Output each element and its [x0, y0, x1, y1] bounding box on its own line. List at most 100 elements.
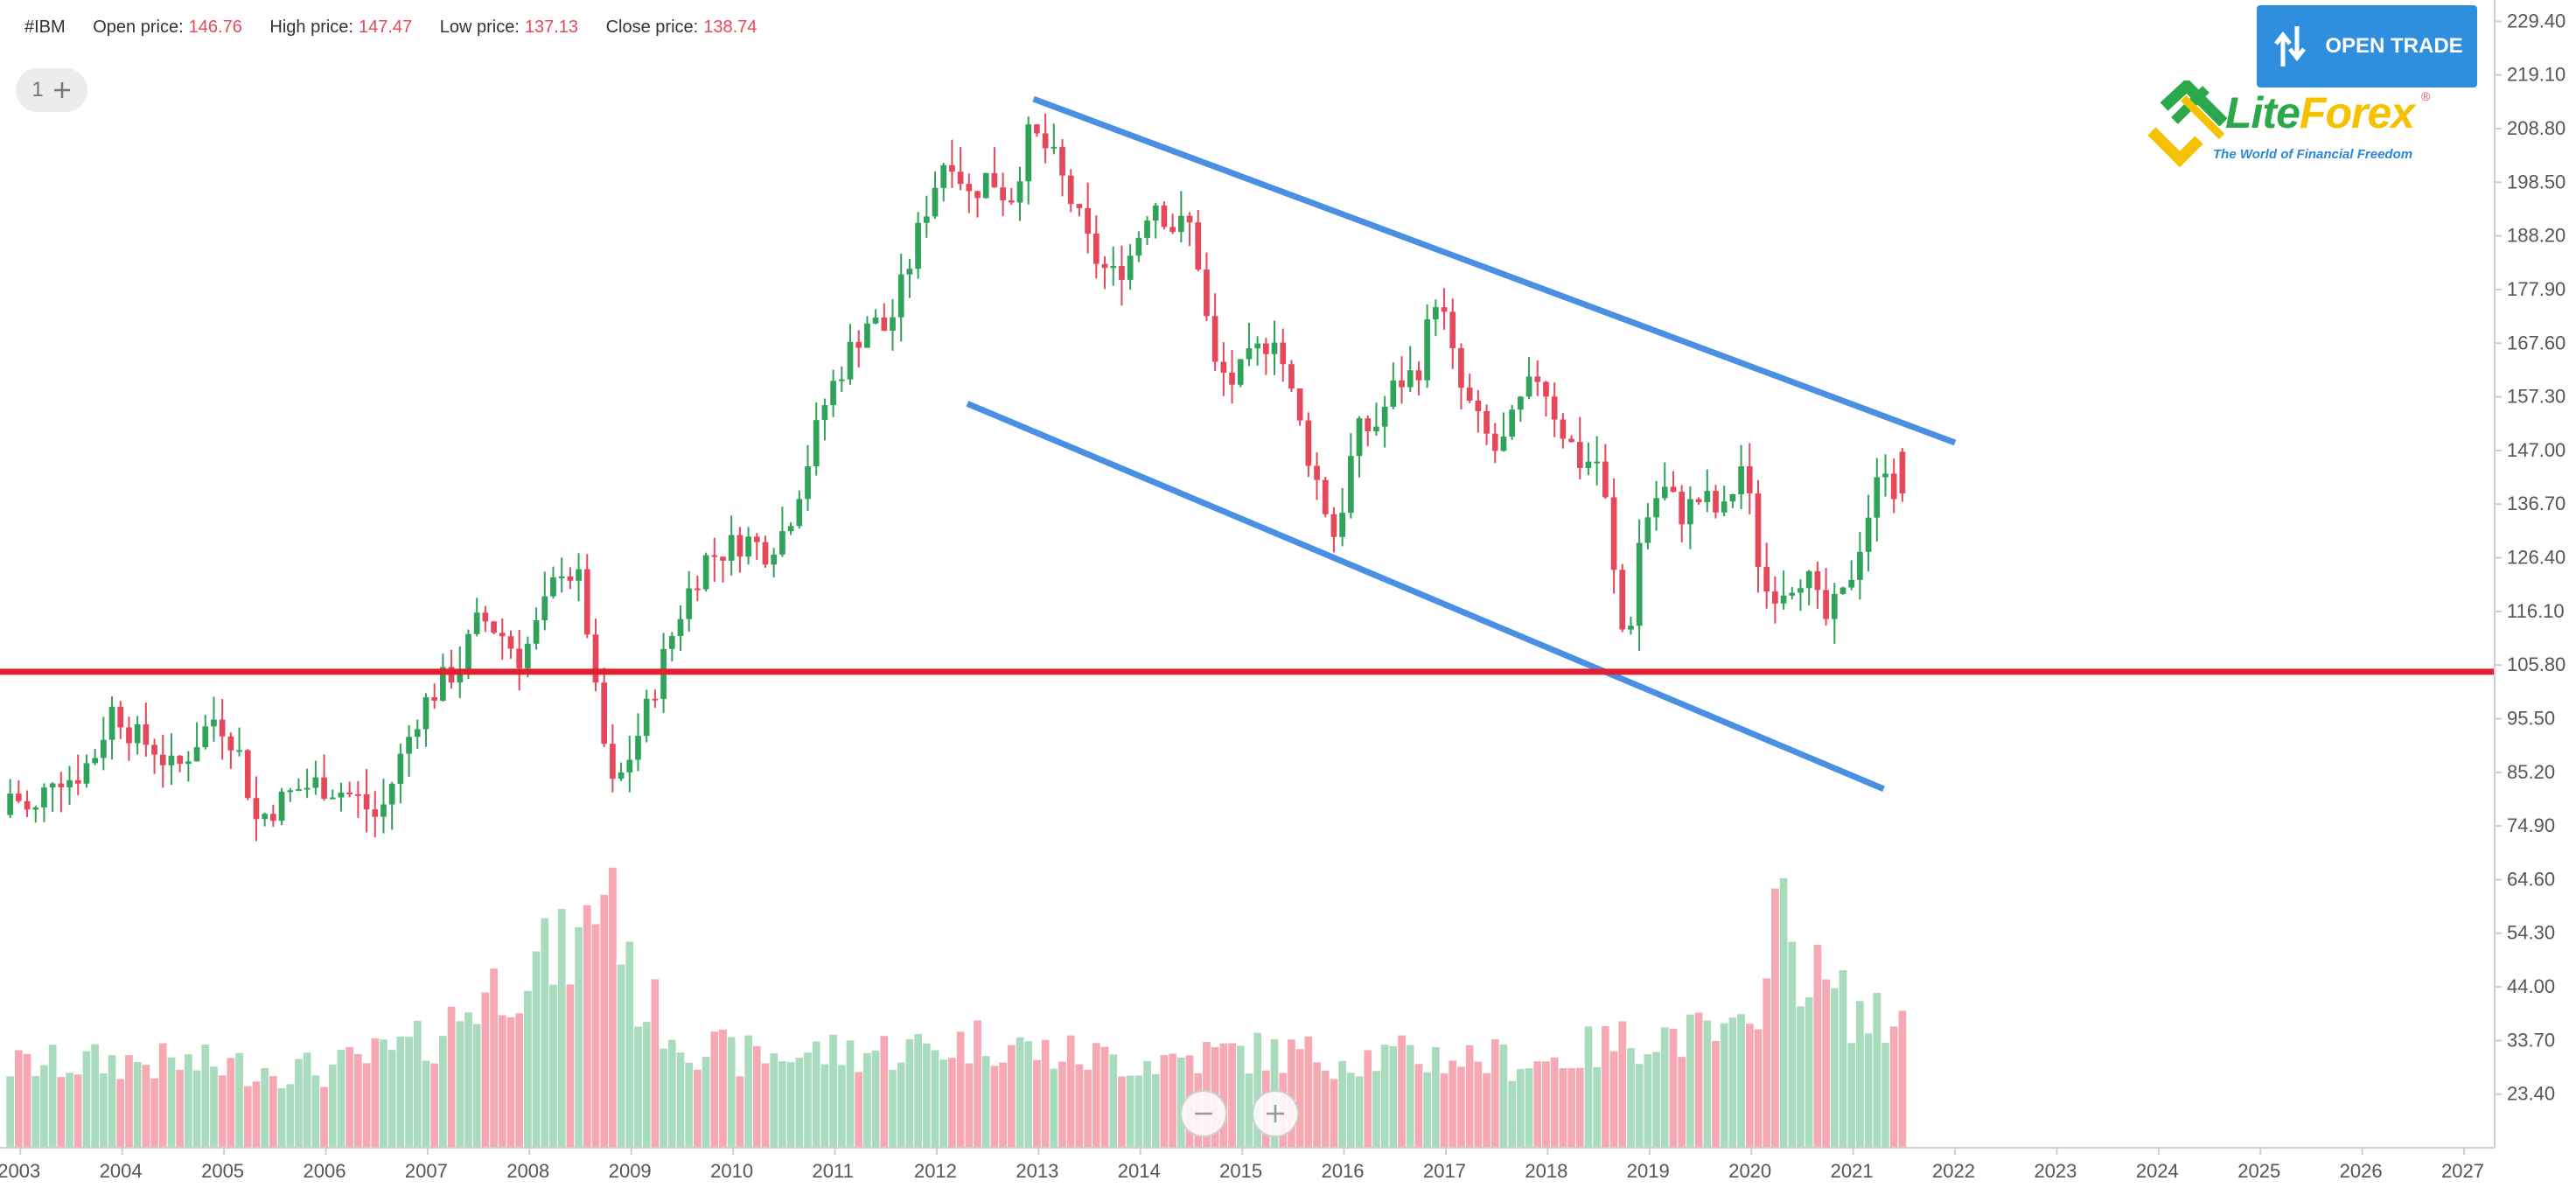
volume-bar: [1660, 1027, 1669, 1148]
candle-body: [949, 164, 955, 172]
volume-bar: [243, 1086, 252, 1148]
volume-bar: [354, 1053, 362, 1148]
y-tick-label: 95.50: [2507, 707, 2555, 729]
zoom-in-button[interactable]: [1252, 1090, 1299, 1137]
candle-body: [821, 405, 828, 421]
volume-bar: [1346, 1073, 1355, 1148]
volume-bar: [1066, 1035, 1075, 1148]
volume-bar: [948, 1058, 956, 1148]
volume-bar: [1575, 1067, 1584, 1148]
plus-icon: [1267, 1105, 1284, 1122]
volume-bar: [14, 1050, 23, 1148]
volume-bar: [439, 1036, 447, 1148]
y-tick-label: 198.50: [2507, 171, 2566, 192]
volume-bar: [387, 1050, 396, 1148]
candle-body: [1093, 234, 1100, 264]
y-tick-label: 74.90: [2507, 814, 2555, 836]
candle-body: [1619, 570, 1626, 630]
volume-bar: [1245, 1073, 1253, 1148]
candle-body: [278, 791, 285, 821]
open-trade-button[interactable]: OPEN TRADE: [2257, 5, 2477, 87]
channel-upper-trendline[interactable]: [1032, 95, 1957, 446]
candle-body: [702, 555, 709, 590]
candle-body: [100, 739, 107, 758]
candle-body: [1518, 396, 1524, 410]
candle-body: [1347, 456, 1354, 514]
volume-bar: [1763, 978, 1771, 1148]
candle-body: [1415, 370, 1422, 381]
y-tick-label: 229.40: [2507, 10, 2566, 31]
candle-body: [1008, 200, 1015, 203]
volume-bar: [1084, 1069, 1092, 1148]
plus-icon: [53, 82, 70, 98]
liteforex-logo: LiteForex ® The World of Financial Freed…: [2145, 80, 2442, 177]
volume-bar: [939, 1059, 948, 1148]
candle-body: [1780, 595, 1787, 604]
candle-body: [626, 759, 633, 773]
volume-bar: [1007, 1045, 1016, 1148]
candle-body: [380, 804, 387, 817]
volume-bar: [863, 1052, 871, 1148]
volume-bar: [277, 1087, 286, 1148]
candle-body: [244, 750, 251, 799]
candle-body: [1161, 205, 1168, 227]
x-tick-label: 2026: [2340, 1160, 2383, 1182]
candle-body: [695, 588, 701, 591]
y-tick-label: 147.00: [2507, 439, 2566, 461]
candle-body: [1229, 372, 1235, 385]
y-tick-label: 157.30: [2507, 386, 2566, 408]
candle-body: [668, 636, 675, 649]
volume-bar: [583, 905, 591, 1148]
volume-bar: [676, 1052, 685, 1148]
candle-body: [991, 172, 998, 188]
volume-bar: [1728, 1017, 1737, 1148]
zoom-out-button[interactable]: [1180, 1090, 1227, 1137]
candle-body: [533, 620, 540, 644]
volume-bar: [1830, 988, 1839, 1148]
volume-bar: [380, 1039, 387, 1148]
volume-bar: [804, 1052, 812, 1148]
x-tick-label: 2016: [1322, 1160, 1365, 1182]
candle-body: [1653, 498, 1659, 518]
x-tick-label: 2007: [405, 1160, 448, 1182]
volume-bar: [990, 1066, 999, 1148]
volume-bar: [167, 1057, 176, 1148]
candle-body: [1509, 409, 1516, 437]
candle-body: [185, 761, 192, 765]
candle-body: [915, 222, 921, 269]
x-tick-label: 2011: [813, 1160, 854, 1182]
x-tick-label: 2025: [2237, 1160, 2280, 1182]
volume-bar: [880, 1036, 889, 1148]
volume-bar: [218, 1075, 227, 1148]
volume-bar: [1644, 1054, 1652, 1148]
layout-count: 1: [31, 78, 44, 101]
candle-body: [1890, 473, 1897, 500]
candle-body: [1687, 499, 1693, 525]
candle-body: [592, 634, 599, 683]
ohlc-header: #IBM Open price: 146.76 High price: 147.47…: [24, 17, 757, 38]
candle-body: [1296, 388, 1303, 421]
channel-lower-trendline[interactable]: [966, 401, 1885, 793]
y-tick-label: 44.00: [2507, 975, 2555, 997]
volume-bar: [1050, 1068, 1058, 1148]
candle-body: [736, 535, 743, 557]
candle-body: [753, 536, 760, 542]
volume-bar: [73, 1074, 82, 1148]
layout-button[interactable]: 1: [16, 68, 87, 112]
candle-body: [1339, 513, 1345, 537]
volume-bar: [1550, 1057, 1559, 1148]
volume-bar: [82, 1051, 91, 1148]
candle-body: [1110, 266, 1117, 269]
volume-bar: [889, 1070, 897, 1148]
candle-body: [83, 763, 90, 784]
x-tick-label: 2023: [2034, 1160, 2077, 1182]
volume-bar: [524, 990, 532, 1148]
volume-bar: [1797, 1006, 1805, 1148]
candle-body: [1882, 473, 1888, 478]
candle-body: [1399, 380, 1405, 388]
candle-body: [1076, 204, 1083, 208]
volume-bar: [515, 1013, 524, 1148]
candle-body: [431, 696, 438, 701]
candle-body: [720, 556, 726, 561]
